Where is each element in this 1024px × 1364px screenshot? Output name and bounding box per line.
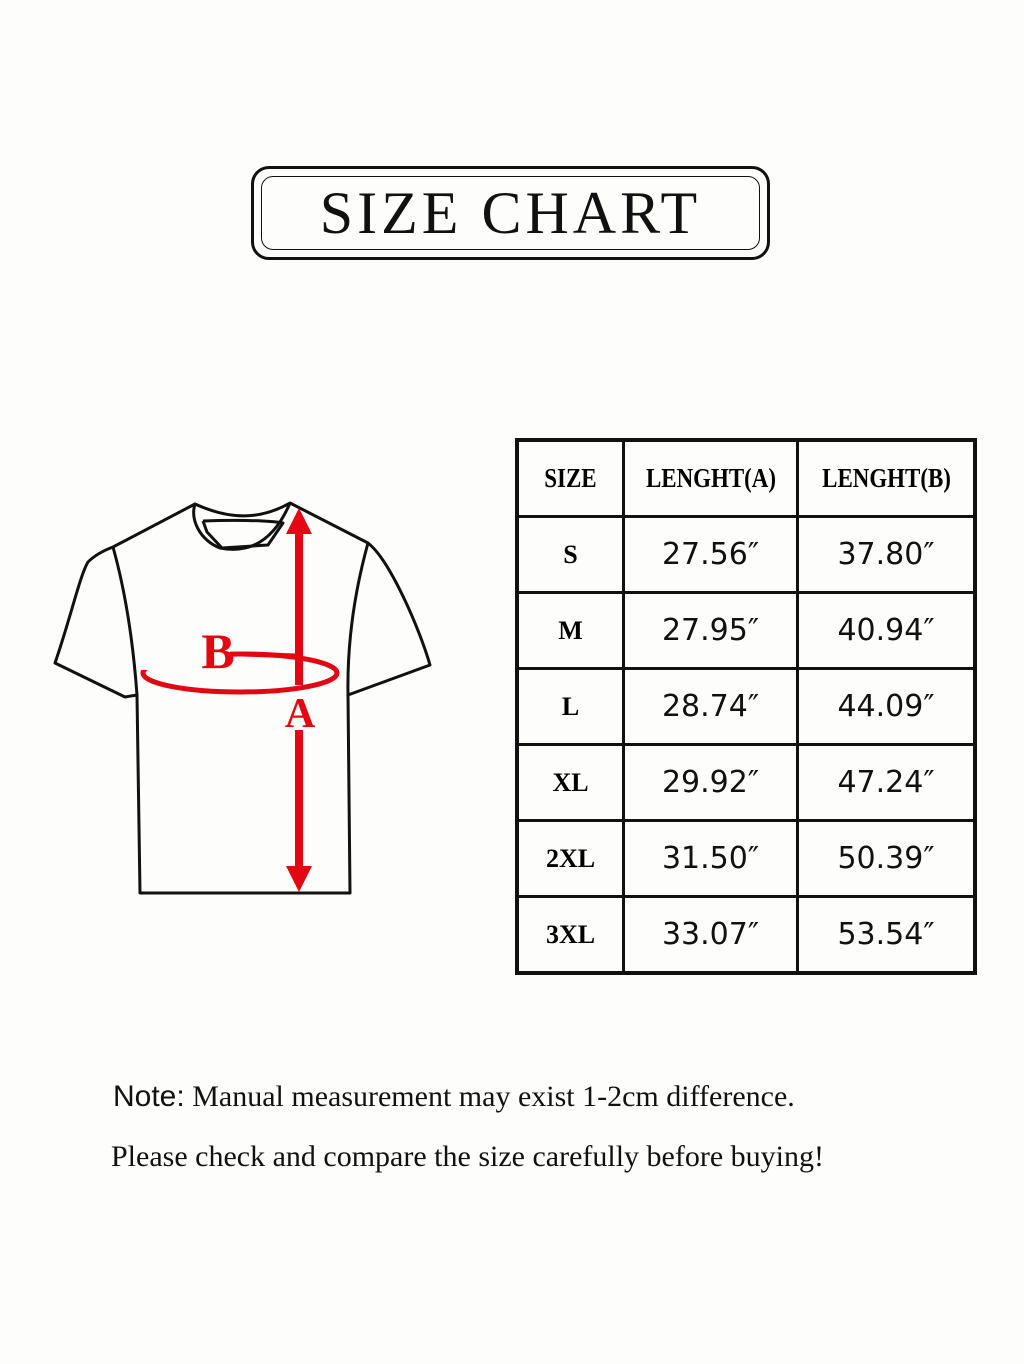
length-b-cell: 40.94″	[796, 591, 977, 670]
length-b-cell: 50.39″	[796, 819, 977, 898]
measurement-marks: B A	[140, 508, 340, 892]
arrow-down-icon	[286, 866, 312, 892]
length-b-cell: 44.09″	[796, 667, 977, 746]
length-a-cell: 27.95″	[622, 591, 799, 670]
header-length-b: LENGHT(B)	[809, 438, 963, 518]
size-cell: 2XL	[515, 819, 625, 898]
note-text-2: Please check and compare the size carefu…	[111, 1140, 824, 1173]
length-arrow-upper	[295, 525, 303, 685]
size-table: SIZE LENGHT(A) LENGHT(B) S 27.56″ 37.80″ M…	[515, 438, 977, 975]
length-a-cell: 27.56″	[622, 515, 799, 594]
size-cell: S	[515, 515, 625, 594]
length-a-cell: 29.92″	[622, 743, 799, 822]
table-row: XL 29.92″ 47.24″	[515, 743, 977, 822]
length-b-cell: 47.24″	[796, 743, 977, 822]
table-row: L 28.74″ 44.09″	[515, 667, 977, 746]
arrow-up-icon	[286, 508, 312, 534]
title-box: SIZE CHART	[251, 166, 770, 260]
table-row: M 27.95″ 40.94″	[515, 591, 977, 670]
note-line-2: Please check and compare the size carefu…	[111, 1140, 824, 1174]
page-title: SIZE CHART	[319, 180, 702, 246]
header-size: SIZE	[523, 438, 617, 518]
table-row: 2XL 31.50″ 50.39″	[515, 819, 977, 898]
table-header-row: SIZE LENGHT(A) LENGHT(B)	[517, 438, 975, 518]
table-row: 3XL 33.07″ 53.54″	[515, 895, 977, 975]
length-b-cell: 53.54″	[796, 895, 977, 975]
chest-circumference-ellipse	[140, 651, 340, 695]
length-a-cell: 28.74″	[622, 667, 799, 746]
length-arrow-lower	[295, 730, 303, 868]
header-length-a: LENGHT(A)	[635, 438, 786, 518]
note-label: Note:	[113, 1080, 185, 1113]
size-cell: M	[515, 591, 625, 670]
tshirt-outline	[53, 501, 432, 895]
title-inner-border: SIZE CHART	[261, 176, 760, 250]
note-line-1: Note: Manual measurement may exist 1-2cm…	[113, 1080, 795, 1114]
size-cell: XL	[515, 743, 625, 822]
length-b-cell: 37.80″	[796, 515, 977, 594]
length-a-cell: 31.50″	[622, 819, 799, 898]
label-a: A	[285, 691, 316, 737]
size-cell: 3XL	[515, 895, 625, 975]
note-text-1: Manual measurement may exist 1-2cm diffe…	[192, 1080, 795, 1113]
label-b: B	[201, 623, 234, 679]
length-a-cell: 33.07″	[622, 895, 799, 975]
table-row: S 27.56″ 37.80″	[515, 515, 977, 594]
size-cell: L	[515, 667, 625, 746]
